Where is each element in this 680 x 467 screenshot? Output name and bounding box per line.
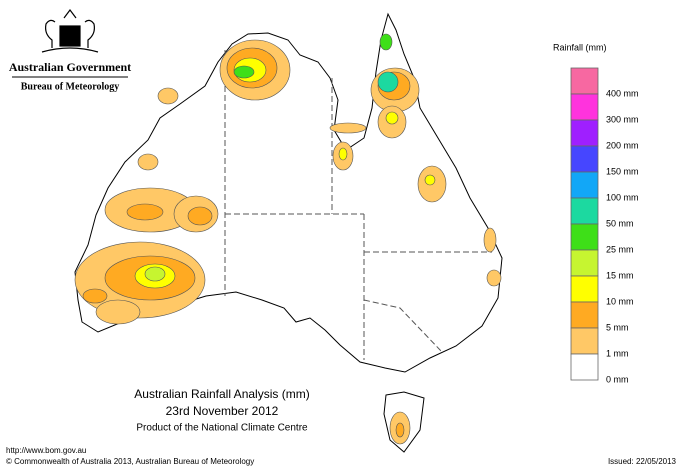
crest-star — [63, 9, 77, 19]
legend-label: 1 mm — [606, 348, 629, 358]
rain-area — [379, 33, 393, 51]
website[interactable]: http://www.bom.gov.au — [6, 446, 86, 455]
legend-swatch — [570, 197, 599, 225]
date-line: 23rd November 2012 — [166, 404, 279, 418]
rain-area — [187, 206, 213, 226]
rain-area — [95, 299, 141, 325]
rain-area — [137, 153, 159, 171]
subtitle-line: Product of the National Climate Centre — [136, 423, 308, 434]
legend-swatch — [570, 223, 599, 251]
legend-label: 10 mm — [606, 296, 634, 306]
title-line: Australian Rainfall Analysis (mm) — [134, 387, 309, 401]
bureau-name: Bureau of Meteorology — [21, 81, 120, 92]
rain-area — [82, 288, 108, 304]
legend-label: 25 mm — [606, 244, 634, 254]
rain-area — [377, 71, 399, 93]
legend-swatch — [570, 249, 599, 277]
legend-label: 5 mm — [606, 322, 629, 332]
nsw-vic-border — [363, 299, 443, 353]
legend-swatch — [570, 301, 599, 329]
copyright: © Commonwealth of Australia 2013, Austra… — [6, 457, 254, 466]
rain-area — [233, 65, 255, 79]
legend-swatch — [570, 171, 599, 199]
crest-base — [41, 47, 99, 53]
rain-area — [483, 227, 497, 253]
legend-swatch — [570, 275, 599, 303]
rain-area — [126, 203, 164, 221]
legend-swatch — [570, 67, 599, 95]
legend-label: 15 mm — [606, 270, 634, 280]
crest — [41, 9, 99, 53]
rain-area — [144, 266, 166, 282]
crest-shield — [59, 25, 81, 47]
legend-label: 50 mm — [606, 218, 634, 228]
legend-swatch — [570, 327, 599, 355]
government-name: Australian Government — [9, 60, 131, 74]
legend-swatch — [570, 353, 599, 381]
rain-area — [424, 174, 436, 186]
rain-area — [157, 87, 179, 105]
rain-area — [338, 147, 348, 161]
rain-area — [385, 111, 399, 125]
legend-label: 400 mm — [606, 88, 639, 98]
rain-area — [395, 422, 405, 438]
legend-swatch — [570, 93, 599, 121]
rainfall-areas — [74, 33, 502, 445]
rain-area — [329, 122, 367, 134]
legend-swatch — [570, 119, 599, 147]
legend-label: 0 mm — [606, 374, 629, 384]
legend-label: 100 mm — [606, 192, 639, 202]
rain-area — [486, 269, 502, 287]
legend-label: 200 mm — [606, 140, 639, 150]
issued-date: Issued: 22/05/2013 — [608, 457, 677, 466]
legend-swatch — [570, 145, 599, 173]
legend-label: 300 mm — [606, 114, 639, 124]
legend-title: Rainfall (mm) — [553, 42, 607, 52]
crest-supporters — [45, 19, 95, 48]
legend: 400 mm 300 mm 200 mm 150 mm 100 mm 50 mm 25 mm… — [570, 67, 639, 384]
legend-label: 150 mm — [606, 166, 639, 176]
